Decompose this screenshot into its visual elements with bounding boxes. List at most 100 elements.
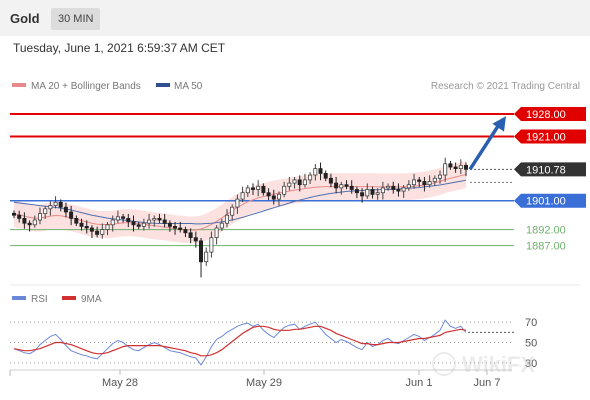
- candle-body: [463, 164, 468, 170]
- candles: [11, 157, 468, 278]
- candle-body: [245, 187, 250, 194]
- rsi-tick-50: 50: [525, 338, 537, 350]
- candle-body: [152, 217, 157, 221]
- candle-body: [188, 232, 193, 239]
- candle-body: [17, 214, 22, 219]
- candle-body: [344, 184, 349, 187]
- candle-body: [308, 174, 313, 181]
- candle-body: [354, 189, 359, 194]
- candle-body: [193, 237, 198, 242]
- level-label-1892.00: 1892.00: [526, 225, 566, 237]
- level-tags: 1928.00 1921.00 1910.78 1901.00 1892.00 1887.…: [514, 107, 586, 253]
- candle-body: [370, 189, 375, 195]
- time-tick-label: May 29: [246, 377, 282, 389]
- candle-body: [365, 189, 370, 197]
- ma50-legend-swatch: [156, 83, 170, 87]
- candle-body: [271, 195, 276, 200]
- projection-arrow: [468, 116, 506, 171]
- candle-body: [406, 184, 411, 189]
- candle-body: [11, 212, 16, 216]
- candle-body: [32, 219, 37, 226]
- time-tick-label: Jun 7: [474, 377, 501, 389]
- candle-body: [360, 192, 365, 197]
- candle-body: [261, 185, 266, 194]
- ma9-legend-swatch: [62, 296, 76, 300]
- level-label-1887.00: 1887.00: [526, 241, 566, 253]
- candle-body: [43, 208, 48, 215]
- candle-body: [38, 213, 43, 221]
- candle-body: [411, 179, 416, 186]
- candle-body: [172, 225, 177, 229]
- candle-body: [437, 174, 442, 179]
- candle-body: [214, 227, 219, 239]
- candle-body: [282, 185, 287, 195]
- candle-body: [69, 211, 74, 219]
- candle-body: [313, 168, 318, 176]
- candle-body: [136, 224, 141, 227]
- rsi-tick-30: 30: [525, 358, 537, 370]
- candle-body: [131, 221, 136, 226]
- candle-body: [183, 229, 188, 234]
- ma50-line: [13, 179, 467, 225]
- candle-body: [141, 222, 146, 227]
- timeframe-badge[interactable]: 30 MIN: [51, 8, 101, 30]
- candle-body: [198, 240, 203, 263]
- candle-body: [22, 217, 27, 224]
- candle-body: [224, 214, 229, 224]
- level-label-1928.00: 1928.00: [526, 109, 566, 121]
- rsi-tick-70: 70: [525, 317, 537, 329]
- candle-body: [292, 179, 297, 184]
- candle-body: [453, 166, 458, 170]
- chart-datetime: Tuesday, June 1, 2021 6:59:37 AM CET: [13, 41, 226, 55]
- time-axis: May 28 May 29 Jun 1 Jun 7: [9, 370, 501, 389]
- candle-body: [48, 205, 53, 210]
- rsi-ma9-line: [13, 325, 467, 357]
- candle-body: [391, 185, 396, 190]
- candle-body: [334, 182, 339, 189]
- candle-body: [276, 193, 281, 200]
- candle-body: [58, 201, 63, 208]
- level-tag-1901.00: [514, 193, 586, 208]
- bollinger-band-area: [14, 160, 466, 244]
- watermark-logo-icon: [432, 352, 456, 376]
- candle-body: [375, 192, 380, 195]
- candle-body: [266, 192, 271, 197]
- level-label-1921.00: 1921.00: [526, 132, 566, 144]
- candle-body: [53, 201, 58, 206]
- candle-body: [339, 184, 344, 189]
- candle-body: [297, 179, 302, 186]
- candle-body: [417, 179, 422, 182]
- candle-body: [235, 198, 240, 208]
- ma20-legend-swatch: [12, 83, 26, 87]
- candle-body: [110, 219, 115, 226]
- candle-body: [380, 187, 385, 194]
- candle-body: [448, 163, 453, 168]
- candle-body: [427, 181, 432, 186]
- candle-body: [287, 182, 292, 187]
- bollinger-band: [14, 160, 466, 244]
- candle-body: [105, 224, 110, 231]
- candle-body: [63, 206, 68, 213]
- candle-body: [328, 177, 333, 184]
- watermark-text: WikiFX: [462, 352, 535, 377]
- candle-body: [396, 189, 401, 192]
- ma9-legend-label: 9MA: [81, 294, 102, 305]
- candle-body: [386, 185, 391, 189]
- candle-body: [230, 206, 235, 216]
- time-tick-label: Jun 1: [406, 377, 433, 389]
- ma50-legend-label: MA 50: [174, 81, 203, 92]
- candle-body: [167, 222, 172, 227]
- ma20-line: [13, 173, 467, 231]
- candle-body: [27, 222, 32, 226]
- candle-body: [219, 222, 224, 229]
- candle-body: [84, 225, 89, 229]
- candle-body: [89, 227, 94, 232]
- projection-arrow-head: [492, 116, 506, 132]
- candle-body: [401, 187, 406, 192]
- candle-body: [240, 192, 245, 200]
- chart-header: Gold 30 MIN: [0, 0, 590, 36]
- candle-body: [162, 219, 167, 224]
- level-label-1901.00: 1901.00: [526, 196, 566, 208]
- candle-body: [458, 164, 463, 169]
- level-tag-1921.00: [514, 129, 586, 144]
